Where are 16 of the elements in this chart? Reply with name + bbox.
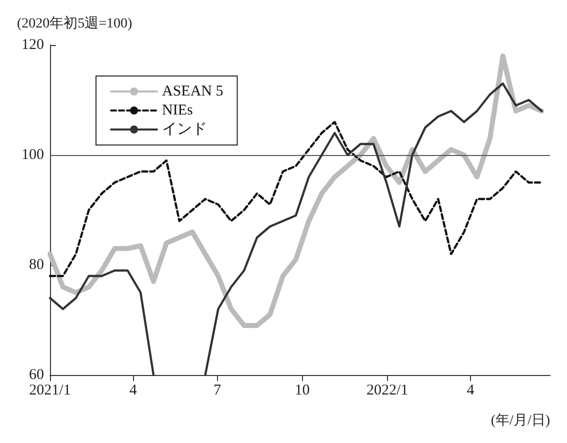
y-tick-label: 60 — [29, 367, 44, 383]
x-tick-label: 4 — [129, 382, 138, 398]
y-tick-label: 80 — [29, 257, 44, 273]
y-tick-label: 100 — [22, 147, 44, 163]
line-series — [48, 120, 543, 278]
legend-label: ASEAN 5 — [162, 84, 224, 100]
legend-label: NIEs — [162, 102, 193, 118]
x-tick-label: 7 — [214, 382, 222, 398]
x-tick-label: 10 — [294, 382, 310, 398]
x-tick-label: 4 — [466, 382, 475, 398]
y-tick-label: 120 — [22, 37, 44, 53]
x-tick-label: 2022/1 — [366, 382, 408, 398]
x-axis-title: (年/月/日) — [490, 412, 550, 428]
y-axis-title: (2020年初5週=100) — [17, 16, 133, 32]
legend-label: インド — [162, 122, 207, 138]
x-tick-label: 2021/1 — [29, 382, 71, 398]
